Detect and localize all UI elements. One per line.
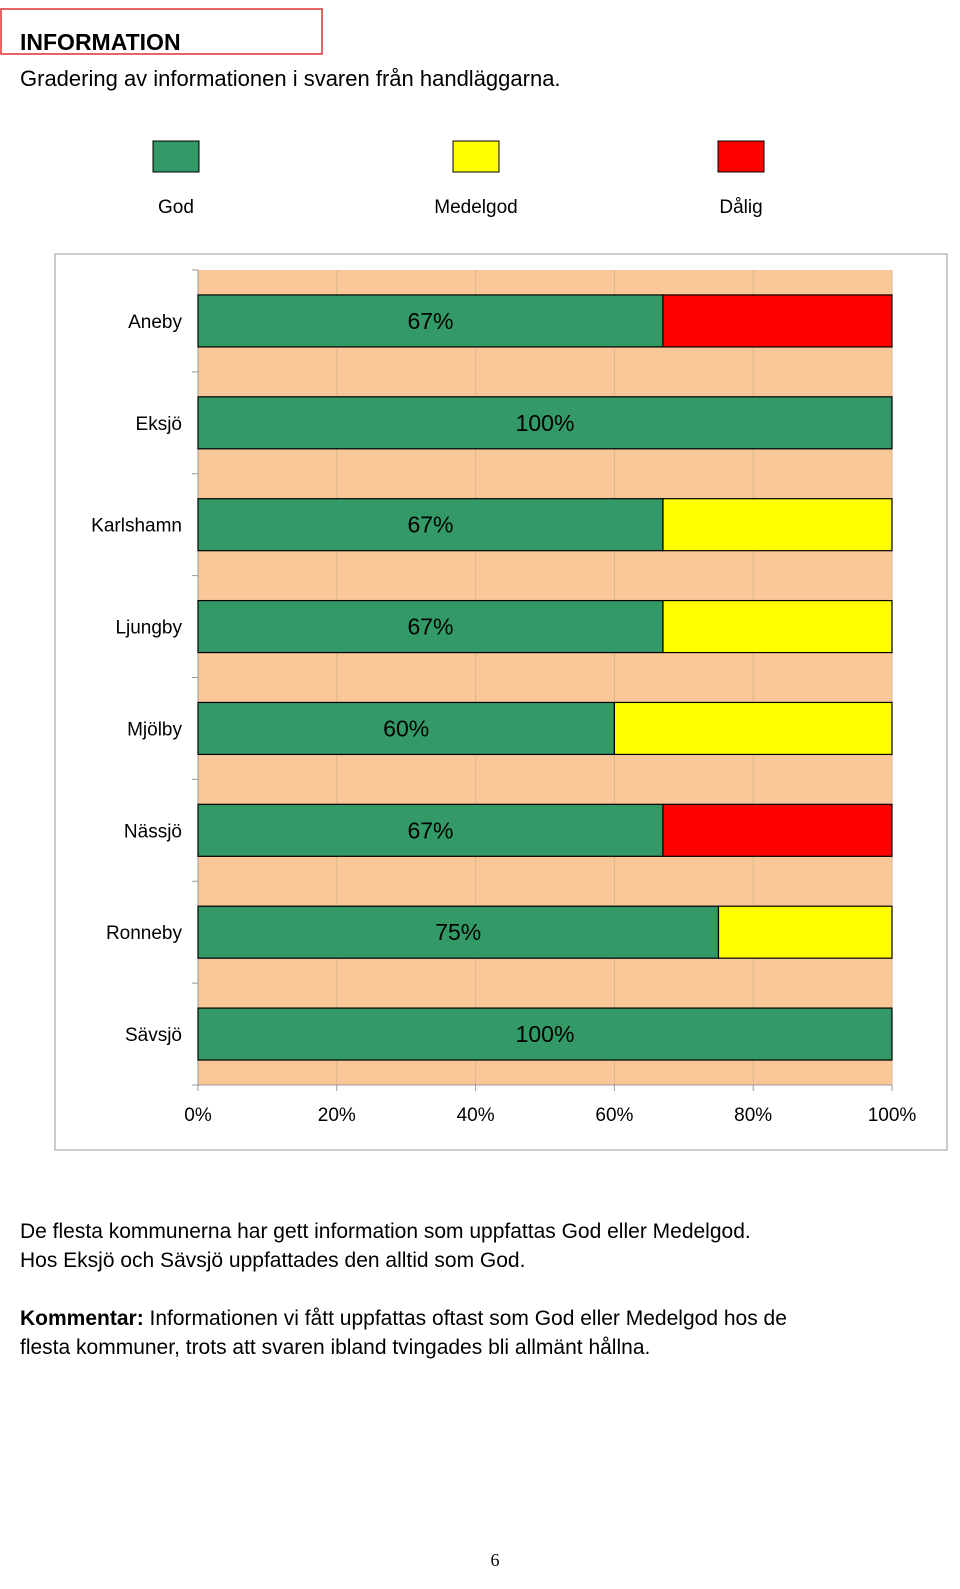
y-tick-label: Ljungby xyxy=(115,618,182,639)
page-number: 6 xyxy=(491,1550,500,1570)
bar-segment xyxy=(662,294,893,348)
value-label: 75% xyxy=(435,919,481,945)
y-tick-label: Sävsjö xyxy=(125,1025,182,1046)
value-label: 100% xyxy=(516,410,575,436)
bar-segment xyxy=(197,599,664,654)
comment-text: Informationen vi fått uppfattas oftast s… xyxy=(144,1307,787,1330)
bar-segment xyxy=(717,905,893,959)
x-tick-label: 40% xyxy=(457,1105,495,1126)
bar-segment xyxy=(613,701,893,756)
comment-line: Kommentar: Informationen vi fått uppfatt… xyxy=(20,1307,787,1330)
value-label: 67% xyxy=(407,512,453,538)
y-tick-label: Aneby xyxy=(128,312,182,333)
paragraph-line: De flesta kommunerna har gett informatio… xyxy=(20,1220,751,1243)
y-tick-label: Karlshamn xyxy=(91,516,182,537)
y-tick-label: Ronneby xyxy=(106,923,183,944)
legend-label: Medelgod xyxy=(434,197,517,218)
bar-segment xyxy=(662,599,893,654)
value-label: 100% xyxy=(516,1021,575,1047)
x-tick-label: 0% xyxy=(184,1105,212,1126)
x-tick-label: 20% xyxy=(318,1105,356,1126)
bar-segment xyxy=(197,294,664,348)
legend-swatch xyxy=(152,140,200,173)
bar-segment xyxy=(197,396,893,450)
value-label: 60% xyxy=(383,715,429,741)
x-tick-label: 100% xyxy=(868,1105,917,1126)
x-tick-label: 80% xyxy=(734,1105,772,1126)
comment-line: flesta kommuner, trots att svaren ibland… xyxy=(20,1336,650,1359)
bar-segment xyxy=(197,905,720,959)
legend-swatch xyxy=(452,140,500,173)
bar-segment xyxy=(197,803,664,857)
legend-label: Dålig xyxy=(719,197,762,218)
title-box xyxy=(0,8,323,55)
subtitle: Gradering av informationen i svaren från… xyxy=(20,66,561,91)
title: INFORMATION xyxy=(20,29,181,55)
plot-area xyxy=(198,270,892,1085)
x-tick-label: 60% xyxy=(595,1105,633,1126)
y-tick-label: Mjölby xyxy=(127,719,182,740)
value-label: 67% xyxy=(407,817,453,843)
paragraph-line: Hos Eksjö och Sävsjö uppfattades den all… xyxy=(20,1249,525,1272)
chart: God Medelgod Dålig 0% 20% 40% 60% 80% 100% Aneby 6… xyxy=(91,140,917,1126)
y-tick-label: Nässjö xyxy=(124,821,182,842)
bar-segment xyxy=(662,498,893,552)
bar-segment xyxy=(662,803,893,857)
bar-segment xyxy=(197,1007,893,1061)
y-tick-label: Eksjö xyxy=(136,414,182,435)
comment-label: Kommentar: xyxy=(20,1307,144,1330)
legend-swatch xyxy=(717,140,765,173)
legend-label: God xyxy=(158,197,194,218)
value-label: 67% xyxy=(407,614,453,640)
value-label: 67% xyxy=(407,308,453,334)
